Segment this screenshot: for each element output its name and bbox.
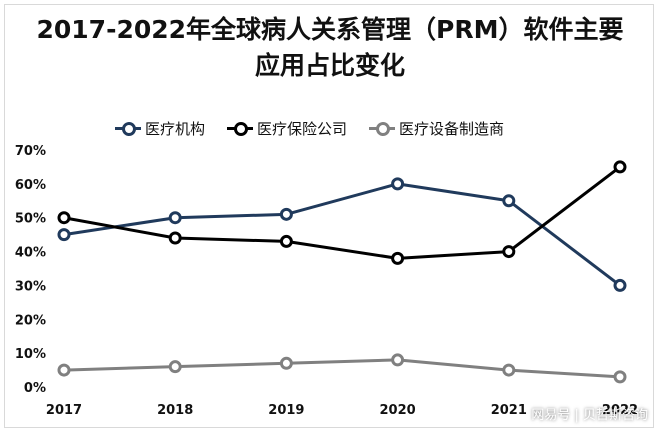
series-line	[63, 182, 621, 287]
series-line	[63, 358, 621, 379]
y-tick-label: 30%	[15, 279, 46, 294]
data-point	[168, 211, 182, 225]
legend-label-series-3: 医疗设备制造商	[399, 119, 505, 138]
data-point	[613, 278, 627, 292]
legend-label-series-2: 医疗保险公司	[257, 119, 348, 138]
chart-title-line-2: 应用占比变化	[254, 51, 405, 80]
legend-swatch-series-2	[227, 121, 254, 136]
y-axis: 0% 10% 20% 30% 40% 50% 60% 70%	[15, 144, 46, 396]
legend-item-series-3: 医疗设备制造商	[369, 118, 504, 139]
y-tick-label: 0%	[24, 381, 46, 396]
data-point	[57, 228, 71, 242]
y-tick-label: 60%	[15, 178, 46, 193]
chart-legend: 医疗机构 医疗保险公司 医疗设备制造商	[115, 117, 504, 139]
legend-label-series-1: 医疗机构	[145, 119, 206, 138]
x-tick-label: 2021	[491, 403, 527, 418]
x-tick-label: 2017	[46, 403, 82, 418]
data-point	[168, 231, 182, 245]
series-3	[57, 353, 627, 384]
chart-title-line-1: 2017-2022年全球病人关系管理（PRM）软件主要	[36, 15, 624, 44]
series-layer	[57, 160, 627, 384]
y-tick-label: 20%	[15, 313, 46, 328]
data-point	[391, 353, 405, 367]
x-tick-label: 2018	[157, 403, 193, 418]
data-point	[279, 207, 293, 221]
y-tick-label: 40%	[15, 246, 46, 261]
data-point	[613, 370, 627, 384]
x-tick-label: 2022	[602, 403, 638, 418]
y-tick-label: 10%	[15, 347, 46, 362]
chart-title: 2017-2022年全球病人关系管理（PRM）软件主要 应用占比变化	[0, 12, 660, 84]
x-tick-label: 2019	[268, 403, 304, 418]
data-point	[57, 211, 71, 225]
data-point	[168, 360, 182, 374]
data-point	[57, 363, 71, 377]
watermark-text: 网易号 | 贝哲斯咨询	[531, 408, 648, 423]
series-1	[57, 177, 627, 292]
data-point	[502, 194, 516, 208]
data-point	[391, 251, 405, 265]
legend-item-series-2: 医疗保险公司	[227, 118, 347, 139]
series-2	[57, 160, 627, 265]
data-point	[279, 356, 293, 370]
legend-item-series-1: 医疗机构	[115, 118, 205, 139]
data-point	[613, 160, 627, 174]
legend-swatch-series-1	[115, 121, 141, 136]
data-point	[502, 245, 516, 259]
x-tick-label: 2020	[380, 403, 416, 418]
data-point	[279, 234, 293, 248]
series-line	[63, 165, 621, 260]
data-point	[502, 363, 516, 377]
y-tick-label: 70%	[15, 144, 46, 159]
chart-frame	[4, 4, 654, 428]
x-axis: 2017 2018 2019 2020 2021 2022	[46, 403, 638, 418]
data-point	[391, 177, 405, 191]
legend-swatch-series-3	[369, 121, 396, 136]
y-tick-label: 50%	[15, 212, 46, 227]
